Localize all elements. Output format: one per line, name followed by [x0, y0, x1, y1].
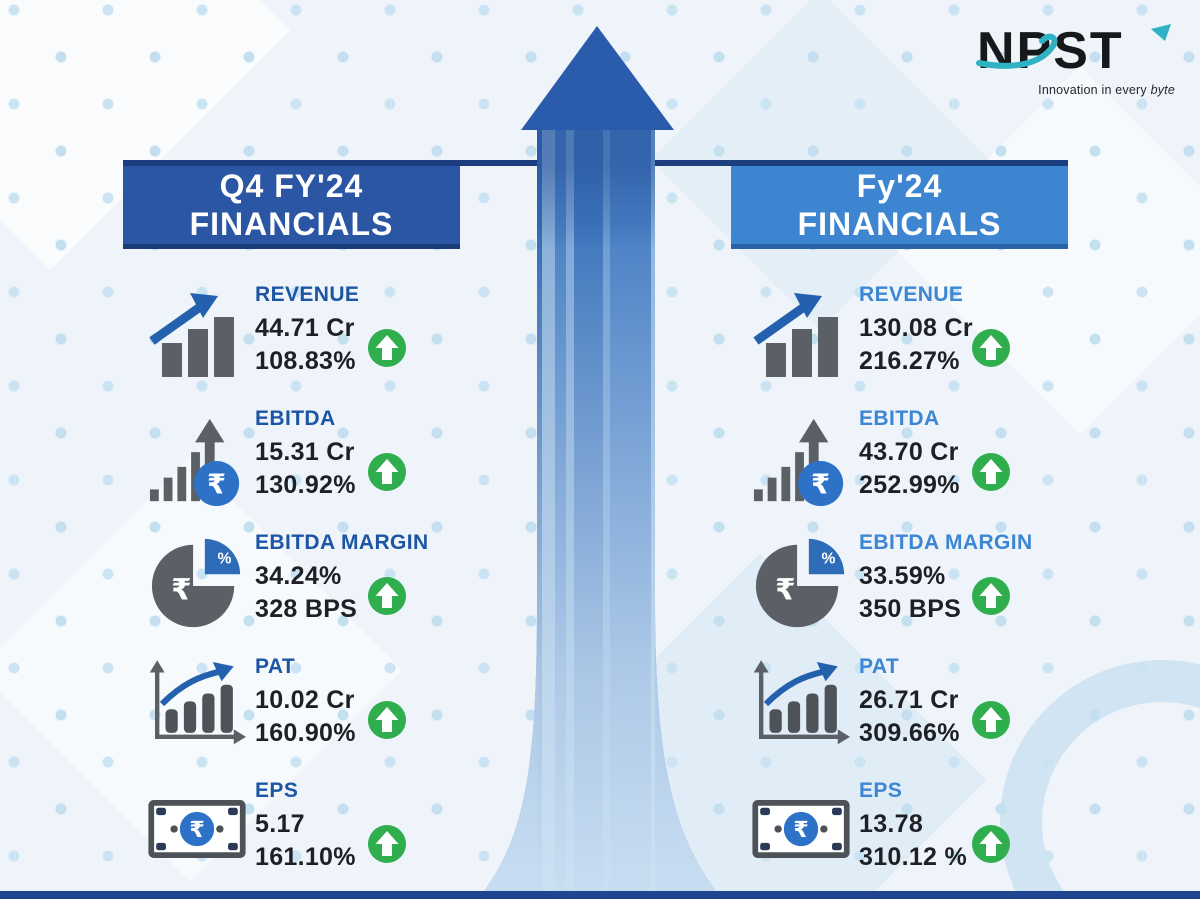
metric-label: EBITDA MARGIN: [255, 531, 429, 554]
metric-value: 130.08 Cr: [859, 314, 973, 342]
metric-label: EBITDA: [859, 407, 940, 430]
right-header-line1: Fy'24: [856, 168, 943, 204]
svg-text:₹: ₹: [171, 573, 191, 607]
axes-bar-chart-curve-icon: [148, 659, 246, 757]
right-column-header-banner: Fy'24 FINANCIALS: [731, 166, 1068, 249]
metric-change: 309.66%: [859, 719, 960, 747]
metric-row-q4-revenue: REVENUE 44.71 Cr 108.83%: [148, 281, 588, 393]
metric-value: 10.02 Cr: [255, 686, 355, 714]
metric-change: 161.10%: [255, 843, 356, 871]
metric-label: REVENUE: [255, 283, 360, 306]
metric-change: 130.92%: [255, 471, 356, 499]
growth-up-badge: [368, 701, 406, 739]
growth-up-badge: [368, 577, 406, 615]
metric-row-fy-revenue: REVENUE 130.08 Cr 216.27%: [752, 281, 1192, 393]
growth-up-badge: [368, 329, 406, 367]
svg-text:₹: ₹: [207, 469, 226, 500]
metric-row-q4-pat: PAT 10.02 Cr 160.90%: [148, 653, 588, 765]
metric-change: 216.27%: [859, 347, 960, 375]
svg-text:₹: ₹: [811, 469, 830, 500]
metric-row-fy-eps: ₹ EPS 13.78 310.12 %: [752, 777, 1192, 889]
svg-text:%: %: [821, 550, 835, 567]
metric-value: 5.17: [255, 810, 305, 838]
right-header-line2: FINANCIALS: [797, 206, 1002, 242]
metric-change: 252.99%: [859, 471, 960, 499]
metric-change: 310.12 %: [859, 843, 968, 871]
arrow-head: [521, 26, 674, 130]
pie-chart-rupee-percent-icon: ₹ %: [752, 535, 850, 633]
left-header-line1: Q4 FY'24: [219, 168, 364, 204]
metric-label: EPS: [859, 779, 903, 802]
growth-up-badge: [368, 453, 406, 491]
metric-change: 108.83%: [255, 347, 356, 375]
bar-chart-up-arrow-icon: [752, 287, 850, 385]
metric-value: 44.71 Cr: [255, 314, 355, 342]
pie-chart-rupee-percent-icon: ₹ %: [148, 535, 246, 633]
bottom-accent-bar: [0, 891, 1200, 899]
growth-up-badge: [972, 701, 1010, 739]
growth-up-badge: [972, 329, 1010, 367]
metric-label: EPS: [255, 779, 299, 802]
rupee-banknote-icon: ₹: [752, 799, 850, 897]
metric-change: 160.90%: [255, 719, 356, 747]
metric-label: EBITDA: [255, 407, 336, 430]
metric-value: 13.78: [859, 810, 924, 838]
metric-row-fy-ebitda-margin: ₹ % EBITDA MARGIN 33.59% 350 BPS: [752, 529, 1192, 641]
growth-up-badge: [972, 577, 1010, 615]
svg-text:₹: ₹: [793, 818, 808, 843]
svg-text:₹: ₹: [775, 573, 795, 607]
metric-row-q4-eps: ₹ EPS 5.17 161.10%: [148, 777, 588, 889]
metric-value: 26.71 Cr: [859, 686, 959, 714]
growth-bars-rupee-icon: ₹: [752, 411, 850, 509]
metric-label: EBITDA MARGIN: [859, 531, 1033, 554]
npst-logo: NPST Innovation in every byte: [975, 22, 1175, 97]
bar-chart-up-arrow-icon: [148, 287, 246, 385]
logo-arrow-icon: [1151, 24, 1171, 41]
metric-label: PAT: [255, 655, 296, 678]
metric-label: PAT: [859, 655, 900, 678]
metric-row-fy-pat: PAT 26.71 Cr 309.66%: [752, 653, 1192, 765]
axes-bar-chart-curve-icon: [752, 659, 850, 757]
growth-bars-rupee-icon: ₹: [148, 411, 246, 509]
growth-up-badge: [972, 453, 1010, 491]
rupee-banknote-icon: ₹: [148, 799, 246, 897]
metric-value: 43.70 Cr: [859, 438, 959, 466]
left-header-line2: FINANCIALS: [189, 206, 394, 242]
logo-tagline: Innovation in every byte: [1038, 83, 1175, 97]
metric-row-fy-ebitda: ₹ EBITDA 43.70 Cr 252.99%: [752, 405, 1192, 517]
metric-row-q4-ebitda-margin: ₹ % EBITDA MARGIN 34.24% 328 BPS: [148, 529, 588, 641]
svg-text:%: %: [217, 550, 231, 567]
metric-label: REVENUE: [859, 283, 964, 306]
svg-text:₹: ₹: [189, 818, 204, 843]
growth-up-badge: [972, 825, 1010, 863]
metric-row-q4-ebitda: ₹ EBITDA 15.31 Cr 130.92%: [148, 405, 588, 517]
growth-up-badge: [368, 825, 406, 863]
left-column-header-banner: Q4 FY'24 FINANCIALS: [123, 166, 460, 249]
metric-value: 15.31 Cr: [255, 438, 355, 466]
